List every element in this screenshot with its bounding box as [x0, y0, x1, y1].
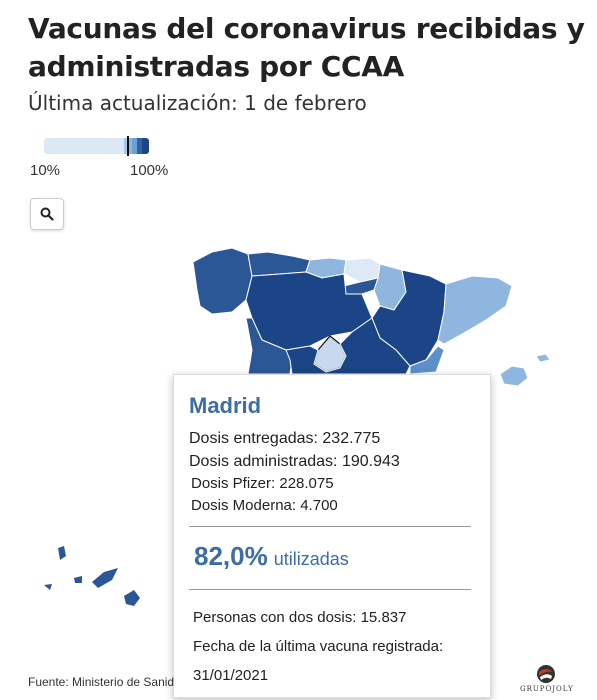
tooltip-percentage: 82,0% utilizadas: [194, 541, 349, 572]
tooltip-fecha-label: Fecha de la última vacuna registrada:: [193, 638, 444, 655]
region-canarias-el-hierro[interactable]: [44, 584, 52, 590]
legend-value-marker: [127, 136, 129, 156]
color-legend-bar: [44, 138, 149, 154]
tooltip-pct-label: utilizadas: [273, 549, 349, 569]
grupo-joly-logo: [537, 665, 555, 683]
search-icon: [40, 207, 54, 221]
tooltip-dosis-pfizer: Dosis Pfizer: 228.075: [191, 475, 334, 492]
region-comunitat-valenciana[interactable]: [409, 345, 445, 375]
region-canarias-la-palma[interactable]: [58, 546, 66, 560]
tooltip-dos-dosis: Personas con dos dosis: 15.837: [193, 609, 407, 626]
tooltip-dosis-administradas: Dosis administradas: 190.943: [189, 453, 400, 470]
region-baleares[interactable]: [499, 365, 529, 387]
region-galicia[interactable]: [192, 247, 253, 315]
tooltip-fecha-value: 31/01/2021: [193, 667, 269, 684]
tooltip-region-name: Madrid: [189, 393, 262, 418]
spain-ccaa-map: [44, 247, 551, 606]
region-canarias-la-gomera[interactable]: [74, 576, 82, 583]
tooltip-dosis-entregadas: Dosis entregadas: 232.775: [189, 430, 381, 447]
tooltip-pct-value: 82,0%: [194, 541, 268, 571]
chart-title: Vacunas del coronavirus recibidas y admi…: [28, 12, 585, 83]
chart-subtitle: Última actualización: 1 de febrero: [28, 91, 367, 115]
region-baleares-menorca[interactable]: [535, 353, 551, 363]
region-canarias-gran-canaria[interactable]: [124, 590, 140, 606]
region-cataluna[interactable]: [437, 275, 513, 345]
search-button[interactable]: [30, 198, 64, 230]
legend-max-label: 100%: [130, 162, 169, 179]
logo-text: GRUPOJOLY: [520, 685, 574, 693]
tooltip-dosis-moderna: Dosis Moderna: 4.700: [191, 497, 338, 514]
region-canarias-tenerife[interactable]: [92, 568, 118, 588]
legend-min-label: 10%: [30, 162, 61, 179]
tooltip-divider-2: [189, 589, 471, 590]
region-tooltip: Madrid Dosis entregadas: 232.775 Dosis a…: [173, 374, 491, 698]
tooltip-divider: [189, 526, 471, 527]
source-note: Fuente: Ministerio de Sanid: [28, 675, 175, 689]
